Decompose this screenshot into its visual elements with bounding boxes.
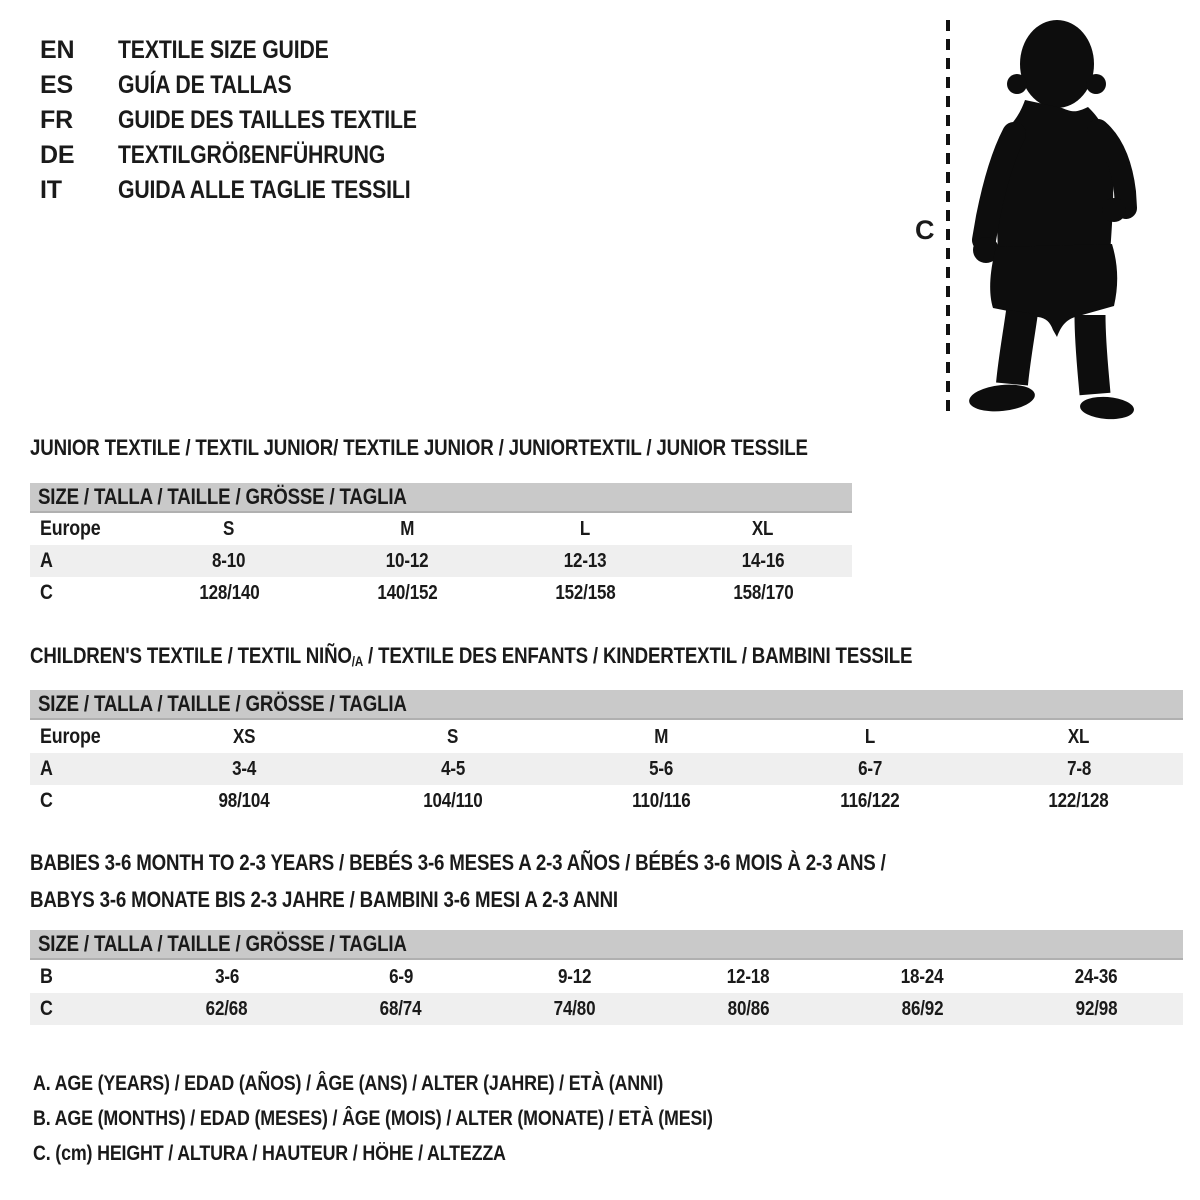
legend-line-b: B. AGE (MONTHS) / EDAD (MESES) / ÂGE (MO… — [33, 1107, 713, 1130]
lang-code: ES — [40, 71, 73, 99]
row-label: Europe — [40, 725, 101, 748]
guide-title: TEXTILE SIZE GUIDE — [118, 36, 329, 64]
size-cell: XL — [752, 517, 774, 540]
size-cell: M — [654, 725, 669, 748]
language-title-list: EN TEXTILE SIZE GUIDE ES GUÍA DE TALLAS … — [40, 33, 470, 208]
size-cell: 18-24 — [900, 965, 944, 988]
lang-code: IT — [40, 176, 62, 204]
size-cell: L — [864, 725, 876, 748]
height-marker-label: C — [915, 215, 935, 245]
junior-textile-table: JUNIOR TEXTILE / TEXTIL JUNIOR/ TEXTILE … — [30, 436, 852, 616]
table-title-line1: BABIES 3-6 MONTH TO 2-3 YEARS / BEBÉS 3-… — [30, 850, 886, 875]
guide-title: GUIDE DES TAILLES TEXTILE — [118, 106, 417, 134]
size-cell: 5-6 — [649, 757, 674, 780]
size-header-bar: SIZE / TALLA / TAILLE / GRÖSSE / TAGLIA — [30, 690, 1183, 720]
table-title: CHILDREN'S TEXTILE / TEXTIL NIÑO/A / TEX… — [30, 643, 913, 670]
size-cell: 74/80 — [553, 997, 596, 1020]
row-label: C — [40, 789, 53, 812]
lang-code: FR — [40, 106, 73, 134]
childrens-textile-table: CHILDREN'S TEXTILE / TEXTIL NIÑO/A / TEX… — [30, 644, 1183, 824]
row-label: C — [40, 581, 53, 604]
table-row: A 8-10 10-12 12-13 14-16 — [30, 545, 852, 577]
lang-code: EN — [40, 36, 75, 64]
guide-title: TEXTILGRÖßENFÜHRUNG — [118, 141, 386, 169]
size-cell: 140/152 — [376, 581, 438, 604]
size-cell: 6-7 — [858, 757, 883, 780]
table-row: C 98/104 104/110 110/116 116/122 122/128 — [30, 785, 1183, 817]
row-label: B — [40, 965, 53, 988]
size-cell: 116/122 — [840, 789, 900, 812]
size-cell: 104/110 — [423, 789, 483, 812]
row-label: Europe — [40, 517, 101, 540]
size-cell: 92/98 — [1075, 997, 1117, 1020]
size-cell: 152/158 — [554, 581, 616, 604]
size-cell: 62/68 — [206, 997, 248, 1020]
size-cell: 98/104 — [218, 789, 270, 812]
size-cell: 10-12 — [385, 549, 429, 572]
table-title: JUNIOR TEXTILE / TEXTIL JUNIOR/ TEXTILE … — [30, 435, 808, 460]
size-cell: 14-16 — [741, 549, 785, 572]
size-cell: 6-9 — [388, 965, 413, 988]
row-label: A — [40, 549, 53, 572]
row-label: A — [40, 757, 53, 780]
guide-title: GUÍA DE TALLAS — [118, 71, 292, 99]
size-cell: XS — [233, 725, 256, 748]
babies-textile-table: BABIES 3-6 MONTH TO 2-3 YEARS / BEBÉS 3-… — [30, 851, 1183, 1031]
size-cell: 158/170 — [732, 581, 794, 604]
size-cell: 122/128 — [1048, 789, 1109, 812]
size-cell: 128/140 — [198, 581, 260, 604]
size-cell: S — [447, 725, 459, 748]
size-cell: XL — [1067, 725, 1090, 748]
legend-line-a: A. AGE (YEARS) / EDAD (AÑOS) / ÂGE (ANS)… — [33, 1072, 664, 1095]
size-header-bar: SIZE / TALLA / TAILLE / GRÖSSE / TAGLIA — [30, 483, 852, 513]
table-row: Europe S M L XL — [30, 513, 852, 545]
size-cell: 3-4 — [232, 757, 257, 780]
size-header-bar: SIZE / TALLA / TAILLE / GRÖSSE / TAGLIA — [30, 930, 1183, 960]
legend-line-c: C. (cm) HEIGHT / ALTURA / HAUTEUR / HÖHE… — [33, 1142, 506, 1165]
size-cell: 68/74 — [379, 997, 422, 1020]
size-cell: 9-12 — [557, 965, 592, 988]
size-cell: 7-8 — [1066, 757, 1091, 780]
row-label: C — [40, 997, 53, 1020]
lang-code: DE — [40, 141, 75, 169]
size-cell: 4-5 — [440, 757, 465, 780]
size-cell: 12-18 — [727, 965, 770, 988]
table-row: B 3-6 6-9 9-12 12-18 18-24 24-36 — [30, 961, 1183, 993]
table-row: C 62/68 68/74 74/80 80/86 86/92 92/98 — [30, 993, 1183, 1025]
size-cell: 8-10 — [212, 549, 246, 572]
size-cell: 110/116 — [632, 789, 691, 812]
guide-title: GUIDA ALLE TAGLIE TESSILI — [118, 176, 411, 204]
toddler-silhouette — [946, 20, 1137, 420]
table-row: Europe XS S M L XL — [30, 721, 1183, 753]
table-row: A 3-4 4-5 5-6 6-7 7-8 — [30, 753, 1183, 785]
table-title-line2: BABYS 3-6 MONATE BIS 2-3 JAHRE / BAMBINI… — [30, 887, 618, 912]
size-cell: 86/92 — [901, 997, 944, 1020]
size-cell: M — [400, 517, 414, 540]
size-cell: 12-13 — [563, 549, 607, 572]
size-cell: 80/86 — [727, 997, 770, 1020]
size-cell: 3-6 — [214, 965, 239, 988]
size-cell: S — [223, 517, 235, 540]
measure-legend: A. AGE (YEARS) / EDAD (AÑOS) / ÂGE (ANS)… — [33, 1066, 833, 1171]
size-cell: 24-36 — [1074, 965, 1118, 988]
size-cell: L — [579, 517, 591, 540]
table-row: C 128/140 140/152 152/158 158/170 — [30, 577, 852, 609]
